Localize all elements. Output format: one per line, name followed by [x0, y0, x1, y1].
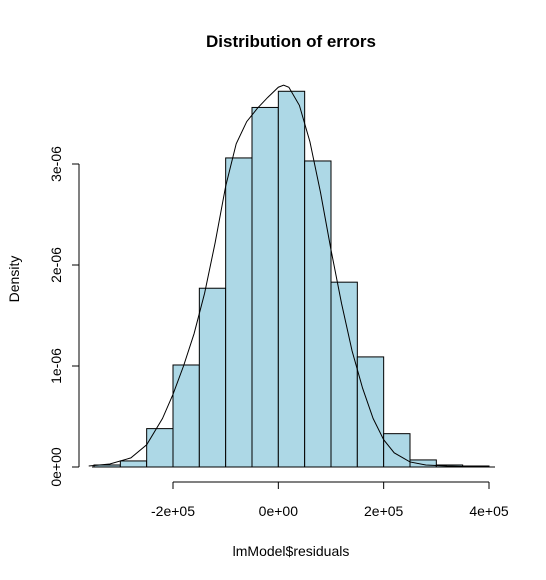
histogram-bar-8: [304, 160, 332, 468]
histogram-bar-6: [251, 106, 279, 468]
y-axis-label: Density: [6, 256, 22, 303]
histogram-bar-2: [146, 428, 174, 468]
y-tick-label-2: 2e-06: [48, 247, 64, 283]
x-axis: -2e+05 0e+00 2e+05 4e+05: [151, 481, 509, 519]
histogram-bar-12: [409, 459, 437, 468]
density-curve: [88, 84, 490, 468]
y-tick-label-3: 3e-06: [48, 146, 64, 182]
chart-title: Distribution of errors: [206, 32, 376, 51]
x-axis-label: lmModel$residuals: [233, 543, 350, 559]
x-tick-label-3: 4e+05: [469, 503, 509, 519]
histogram-bar-7: [277, 90, 306, 468]
histogram-bars: [92, 90, 495, 468]
histogram-bar-11: [383, 433, 411, 468]
y-tick-label-1: 1e-06: [48, 348, 64, 384]
y-axis: 0e+00 1e-06 2e-06 3e-06: [48, 146, 80, 487]
histogram-bar-4: [198, 287, 227, 468]
histogram-bar-1: [119, 460, 148, 468]
histogram-bar-9: [330, 281, 358, 468]
y-tick-label-0: 0e+00: [48, 447, 64, 487]
x-tick-label-1: 0e+00: [259, 503, 299, 519]
x-tick-label-2: 2e+05: [364, 503, 404, 519]
histogram-bar-3: [172, 364, 200, 468]
histogram-bar-5: [225, 157, 253, 468]
x-tick-label-0: -2e+05: [151, 503, 195, 519]
